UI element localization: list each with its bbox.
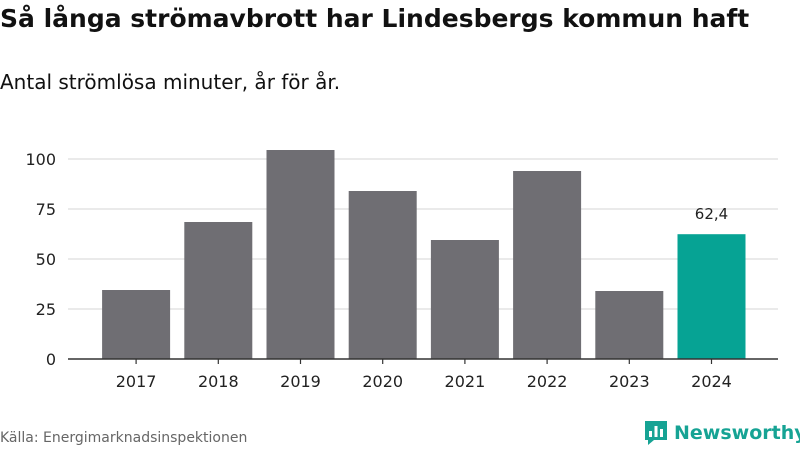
bar xyxy=(595,291,664,359)
bar xyxy=(102,290,171,359)
y-tick-label: 25 xyxy=(36,300,56,319)
newsworthy-logo-icon xyxy=(645,421,667,445)
bar xyxy=(348,191,417,359)
bar xyxy=(513,171,582,359)
x-tick-label: 2022 xyxy=(527,372,568,391)
x-tick-label: 2021 xyxy=(445,372,486,391)
x-tick-label: 2020 xyxy=(362,372,403,391)
y-tick-label: 50 xyxy=(36,250,56,269)
x-tick-label: 2017 xyxy=(116,372,157,391)
y-tick-label: 0 xyxy=(46,350,56,369)
bar xyxy=(677,234,746,359)
chart-title: Så långa strömavbrott har Lindesbergs ko… xyxy=(0,4,750,33)
x-tick-label: 2024 xyxy=(691,372,732,391)
bar-chart: 0 25 50 75 100 2017 2018 2019 2020 2021 2022 2023 20… xyxy=(25,150,778,391)
source-note: Källa: Energimarknadsinspektionen xyxy=(0,430,248,446)
chart-subtitle: Antal strömlösa minuter, år för år. xyxy=(0,70,341,94)
data-label: 62,4 xyxy=(695,205,728,223)
brand-logo: Newsworthy xyxy=(644,420,800,446)
bar xyxy=(430,240,499,359)
x-tick-label: 2023 xyxy=(609,372,650,391)
y-tick-label: 100 xyxy=(25,150,56,169)
brand-name: Newsworthy xyxy=(674,422,800,444)
bar xyxy=(266,150,335,359)
y-tick-label: 75 xyxy=(36,200,56,219)
x-tick-label: 2019 xyxy=(280,372,321,391)
x-tick-label: 2018 xyxy=(198,372,239,391)
bar xyxy=(184,222,253,359)
